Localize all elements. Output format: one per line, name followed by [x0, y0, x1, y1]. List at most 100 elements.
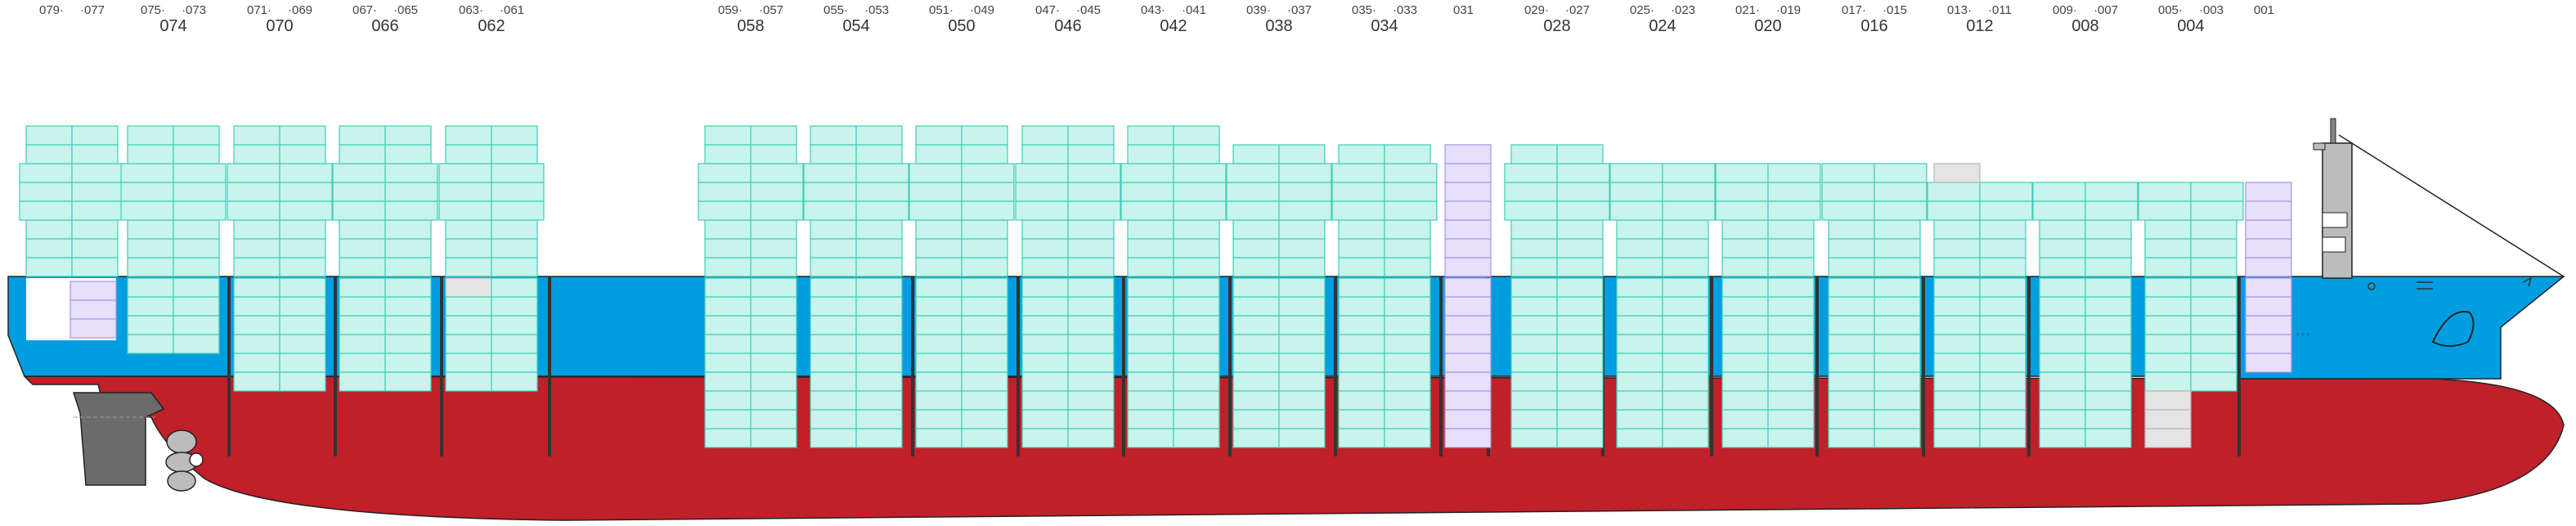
deck-container [961, 163, 1015, 183]
bay-label-left: 071· [247, 3, 272, 17]
deck-container [1021, 257, 1069, 277]
hold-container [704, 353, 752, 373]
deck-container [2138, 182, 2192, 202]
hold-container [855, 371, 903, 392]
hold-container [1828, 334, 1875, 354]
deck-container [1127, 238, 1174, 259]
hold-container [855, 277, 903, 298]
hold-container [1444, 277, 1492, 298]
hold-container [704, 296, 752, 317]
deck-container [445, 219, 492, 240]
hold-container [1278, 428, 1326, 448]
deck-container [1556, 257, 1604, 277]
deck-container [173, 144, 220, 164]
deck-container [1556, 144, 1604, 164]
bay-label-left: 051· [929, 3, 954, 17]
deck-container [855, 182, 909, 202]
deck-container [1556, 238, 1604, 259]
hold-container [915, 428, 963, 448]
hold-container [1278, 390, 1326, 411]
hold-container [233, 334, 280, 354]
hold-container [1127, 277, 1174, 298]
hold-container [384, 334, 432, 354]
hold-container [1721, 353, 1769, 373]
deck-container [2085, 257, 2132, 277]
deck-container [1874, 257, 1921, 277]
deck-container [1721, 219, 1769, 240]
hold-container [1510, 334, 1558, 354]
hold-container [1721, 334, 1769, 354]
bay-label-number: 020 [1754, 17, 1781, 35]
bay-label-left: 005· [2158, 3, 2183, 17]
hold-container [810, 353, 857, 373]
hold-container [1021, 390, 1069, 411]
hold-container [1338, 409, 1385, 429]
deck-container [438, 200, 492, 221]
hold-container [1767, 428, 1815, 448]
deck-container [1278, 200, 1332, 221]
hold-container [1616, 334, 1663, 354]
deck-container [1021, 238, 1069, 259]
hold-container [810, 390, 857, 411]
hold-container [1616, 371, 1663, 392]
deck-container [2190, 219, 2237, 240]
hold-container [1874, 296, 1921, 317]
hold-container [704, 390, 752, 411]
hold-container [1444, 315, 1492, 335]
hold-container [750, 409, 797, 429]
deck-container [2039, 257, 2086, 277]
deck-container [750, 200, 804, 221]
deck-container [915, 144, 963, 164]
deck-container [332, 200, 386, 221]
deck-container [1384, 200, 1438, 221]
hold-container [491, 353, 538, 373]
hold-container [1232, 353, 1280, 373]
bay-label-number: 050 [948, 17, 975, 35]
deck-container [1927, 182, 1981, 202]
deck-container [1173, 200, 1227, 221]
deck-container [2245, 200, 2292, 221]
bay-label-number: 012 [1966, 17, 1993, 35]
deck-container [1232, 144, 1280, 164]
hold-container [2085, 428, 2132, 448]
hold-container [1933, 334, 1981, 354]
deck-container [1874, 182, 1928, 202]
deck-container [1127, 144, 1174, 164]
deck-container [1384, 238, 1431, 259]
deck-container [855, 144, 903, 164]
hold-container [810, 315, 857, 335]
deck-container [750, 182, 804, 202]
hold-container [961, 390, 1008, 411]
deck-container [915, 257, 963, 277]
hold-container [1127, 353, 1174, 373]
deck-container [2085, 238, 2132, 259]
deck-container [127, 125, 174, 146]
hold-container [1556, 371, 1604, 392]
hold-container [1021, 409, 1069, 429]
hold-container [1173, 334, 1220, 354]
hold-container [445, 315, 492, 335]
bay-label-number: 034 [1371, 17, 1398, 35]
special-container [70, 299, 117, 320]
deck-container [1120, 163, 1174, 183]
deck-container [1721, 257, 1769, 277]
hold-container [1173, 296, 1220, 317]
hold-container [2245, 315, 2292, 335]
deck-container [1384, 257, 1431, 277]
hold-container [1173, 315, 1220, 335]
deck-container [2039, 219, 2086, 240]
hold-container [1278, 409, 1326, 429]
hold-container [1828, 409, 1875, 429]
deck-container [1874, 163, 1928, 183]
deck-container [2085, 219, 2132, 240]
deck-container [704, 125, 752, 146]
hold-container [1021, 334, 1069, 354]
deck-container [1504, 182, 1558, 202]
hold-container [1067, 428, 1115, 448]
